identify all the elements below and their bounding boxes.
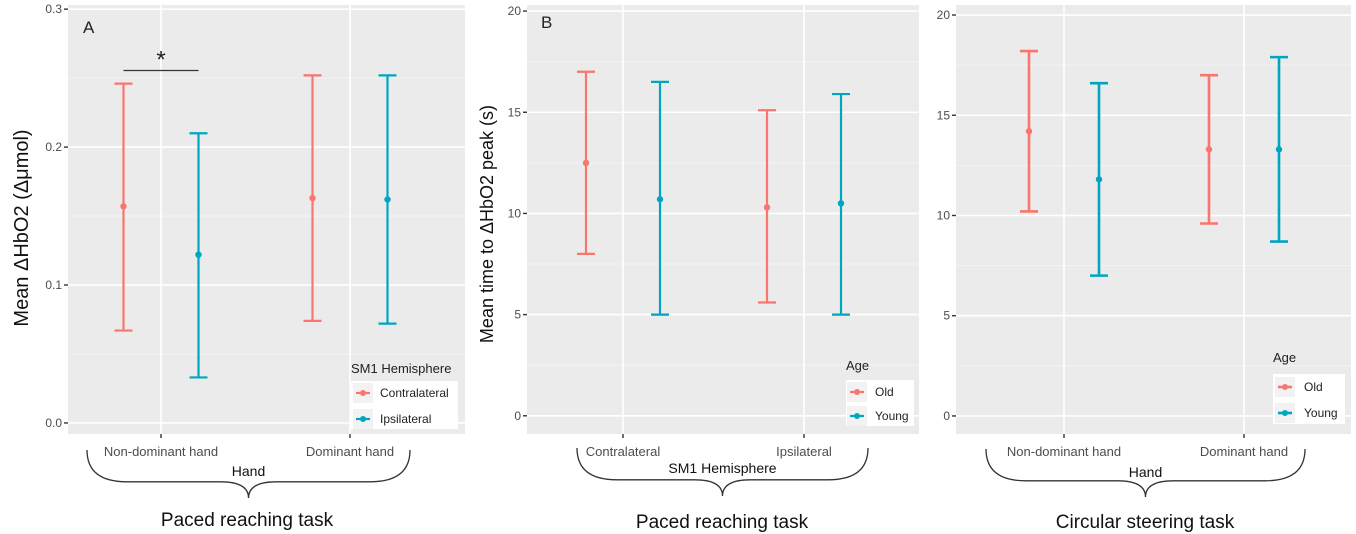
mean-point	[582, 159, 590, 167]
x-tick-label: Non-dominant hand	[104, 444, 218, 459]
y-tick-label: 0	[514, 409, 521, 423]
legend-label: Young	[875, 409, 909, 423]
legend-key-point	[1282, 410, 1288, 416]
y-tick-label: 5	[514, 308, 521, 322]
x-tick-label: Dominant hand	[306, 444, 394, 459]
x-axis-label: Hand	[1129, 464, 1162, 480]
mean-point	[1095, 176, 1103, 183]
y-tick-label: 0	[943, 409, 950, 423]
x-axis-label: Hand	[232, 463, 265, 479]
y-tick-label: 15	[508, 105, 522, 119]
legend-label: Old	[1304, 380, 1323, 394]
chart-panel-2: 0 5 10 15 20 Contralateral Ipsilateral B Mean ti…	[477, 4, 919, 533]
x-tick-label: Dominant hand	[1200, 444, 1288, 459]
mean-point	[656, 196, 664, 203]
x-tick-label: Non-dominant hand	[1007, 444, 1121, 459]
grouping-brace	[576, 447, 869, 497]
plot-background	[527, 5, 919, 434]
significance-star: *	[156, 47, 165, 74]
mean-point	[195, 251, 202, 258]
chart-panel-1: 0.0 0.1 0.2 0.3 Non-dominant hand Dominant ha…	[11, 2, 465, 531]
legend-key-point	[360, 416, 366, 422]
mean-point	[1275, 146, 1283, 153]
mean-point	[384, 196, 391, 203]
chart-panel-3: 0 5 10 15 20 Non-dominant hand Dominant hand Ag…	[937, 5, 1351, 533]
legend-key-point	[360, 390, 366, 396]
panel-caption: Circular steering task	[1056, 512, 1235, 533]
legend-key-point	[854, 413, 860, 419]
x-axis-label: SM1 Hemisphere	[668, 460, 776, 476]
legend-title: SM1 Hemisphere	[351, 361, 451, 376]
panel-letter: A	[83, 18, 95, 37]
x-tick-label: Ipsilateral	[776, 444, 832, 459]
y-tick-label: 0.3	[45, 2, 62, 16]
x-tick-label: Contralateral	[586, 444, 661, 459]
panel-letter: B	[541, 13, 552, 32]
y-tick-label: 0.2	[45, 140, 62, 154]
y-tick-label: 10	[508, 206, 522, 220]
panel-caption: Paced reaching task	[161, 510, 334, 531]
panel-caption: Paced reaching task	[636, 512, 809, 533]
mean-point	[1205, 146, 1213, 153]
legend-key-point	[1282, 384, 1288, 390]
legend-label: Young	[1304, 406, 1338, 420]
mean-point	[1025, 128, 1033, 135]
mean-point	[120, 203, 127, 210]
plot-background	[956, 5, 1351, 434]
y-axis-label: Mean ΔHbO2 (Δμmol)	[11, 129, 33, 326]
legend-title: Age	[1273, 350, 1296, 365]
grouping-brace	[86, 449, 411, 499]
y-tick-label: 20	[508, 4, 522, 18]
legend-key-point	[854, 389, 860, 395]
y-tick-label: 20	[937, 8, 951, 22]
legend-label: Contralateral	[380, 386, 449, 400]
y-tick-label: 0.0	[45, 416, 62, 430]
y-tick-label: 10	[937, 208, 951, 222]
plot-background	[68, 5, 465, 434]
legend-label: Old	[875, 385, 894, 399]
grouping-brace	[985, 448, 1306, 498]
mean-point	[763, 204, 771, 211]
mean-point	[309, 194, 316, 202]
legend-label: Ipsilateral	[380, 412, 431, 426]
mean-point	[837, 200, 845, 207]
y-tick-label: 15	[937, 108, 951, 122]
y-axis-label: Mean time to ΔHbO2 peak (s)	[477, 105, 497, 343]
y-tick-label: 5	[943, 309, 950, 323]
legend-title: Age	[846, 358, 869, 373]
y-tick-label: 0.1	[45, 278, 62, 292]
